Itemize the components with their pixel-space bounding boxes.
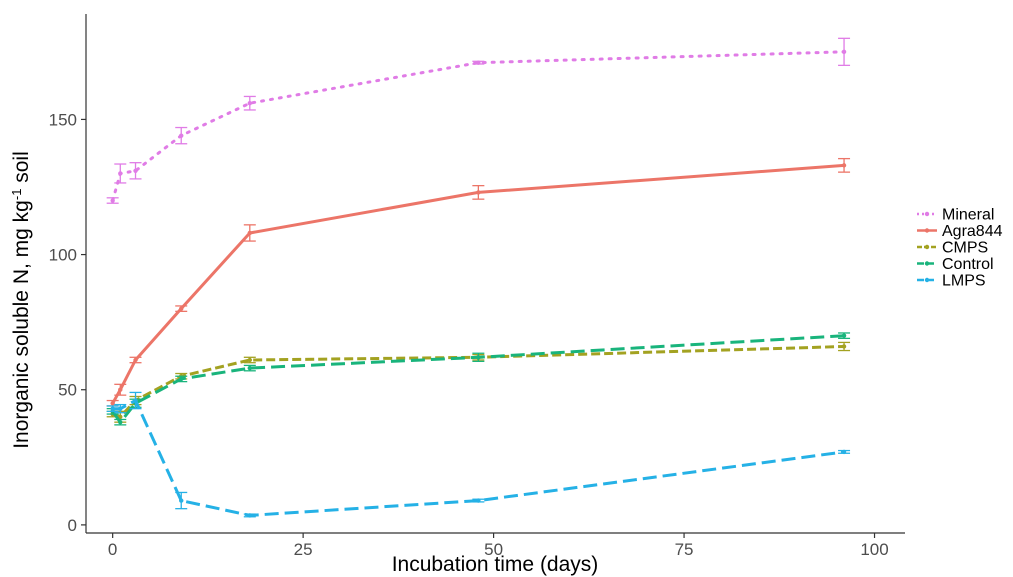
y-axis-title-main: Inorganic soluble N, mg kg xyxy=(10,200,33,449)
legend-marker xyxy=(924,261,930,266)
data-point xyxy=(179,376,184,382)
x-axis-ticks: 0 25 50 75 100 xyxy=(108,533,889,559)
data-point xyxy=(476,355,481,360)
legend-label: Control xyxy=(942,256,994,273)
data-point xyxy=(247,101,252,106)
legend-item-agra844: Agra844 xyxy=(917,223,1003,240)
plot-area xyxy=(106,37,851,518)
data-point xyxy=(841,344,847,349)
series-lmps xyxy=(106,391,851,518)
data-point xyxy=(841,333,847,338)
y-axis-title: Inorganic soluble N, mg kg-1 soil xyxy=(9,151,34,449)
data-point xyxy=(179,498,184,503)
legend-label: LMPS xyxy=(942,273,986,290)
data-point xyxy=(110,401,115,406)
legend-marker xyxy=(924,211,930,217)
legend-label: Mineral xyxy=(942,207,994,224)
x-tick-label: 100 xyxy=(860,540,888,559)
data-point xyxy=(476,498,481,503)
y-tick-label: 0 xyxy=(68,516,77,535)
data-point xyxy=(476,190,481,195)
data-point xyxy=(476,60,481,65)
series-control xyxy=(106,332,851,426)
data-point xyxy=(133,357,138,363)
data-point xyxy=(118,414,123,419)
y-axis-title-exponent: -1 xyxy=(9,189,24,201)
data-point xyxy=(110,406,115,411)
legend-item-lmps: LMPS xyxy=(917,273,986,290)
legend-marker xyxy=(924,244,930,250)
legend-item-mineral: Mineral xyxy=(917,207,994,224)
data-point xyxy=(247,365,252,371)
y-tick-label: 100 xyxy=(49,246,77,265)
data-point xyxy=(133,398,138,403)
data-point xyxy=(841,49,847,55)
data-point xyxy=(118,387,123,392)
y-tick-label: 50 xyxy=(58,381,77,400)
legend-item-control: Control xyxy=(917,256,994,273)
legend-label: CMPS xyxy=(942,240,988,257)
x-tick-label: 50 xyxy=(484,540,503,559)
x-axis-title: Incubation time (days) xyxy=(392,553,599,576)
x-tick-label: 0 xyxy=(108,540,117,559)
data-point xyxy=(179,133,184,138)
data-point xyxy=(133,168,138,173)
data-point xyxy=(247,230,252,236)
x-tick-label: 25 xyxy=(294,540,313,559)
legend-marker xyxy=(924,277,930,283)
legend-label: Agra844 xyxy=(942,223,1003,240)
legend-marker xyxy=(924,228,930,233)
data-point xyxy=(118,406,123,411)
data-point xyxy=(110,198,115,203)
data-point xyxy=(247,513,252,518)
data-point xyxy=(841,163,847,168)
data-point xyxy=(118,171,123,176)
data-point xyxy=(179,306,184,311)
y-axis-ticks: 0 50 100 150 xyxy=(49,110,86,535)
x-tick-label: 75 xyxy=(675,540,694,559)
series-line xyxy=(112,399,845,517)
data-point xyxy=(118,419,123,425)
y-tick-label: 150 xyxy=(49,110,77,129)
legend-item-cmps: CMPS xyxy=(917,240,988,257)
y-axis-title-unit: soil xyxy=(10,151,33,188)
data-point xyxy=(841,449,847,455)
series-line xyxy=(111,50,846,202)
data-point xyxy=(247,357,252,363)
axes xyxy=(85,14,905,534)
series-mineral xyxy=(106,37,851,204)
